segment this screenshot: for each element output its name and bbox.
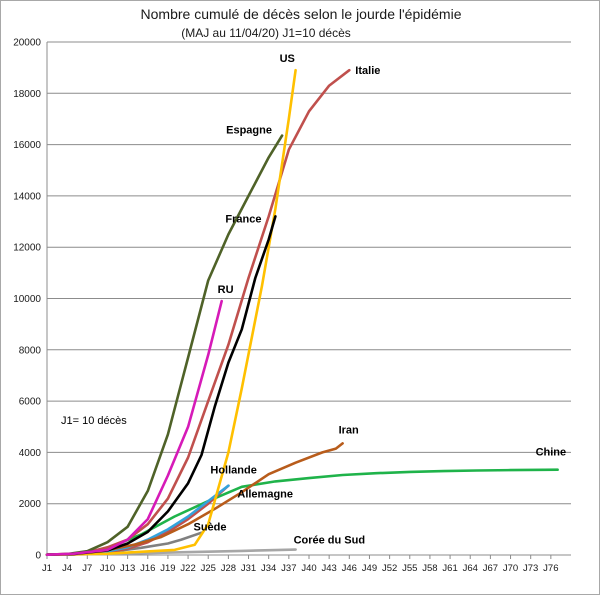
annotation-text: J1= 10 décès bbox=[61, 415, 127, 427]
x-tick-label: J70 bbox=[503, 563, 518, 574]
x-tick-label: J64 bbox=[463, 563, 478, 574]
chart-title: Nombre cumulé de décès selon le jourde l… bbox=[140, 6, 462, 22]
x-tick-label: J1 bbox=[42, 563, 52, 574]
x-tick-label: J73 bbox=[523, 563, 538, 574]
y-tick-label: 16000 bbox=[13, 140, 41, 151]
x-tick-label: J34 bbox=[261, 563, 276, 574]
series-label: Suède bbox=[194, 522, 227, 534]
y-tick-label: 0 bbox=[35, 551, 41, 562]
series-label: Italie bbox=[355, 65, 380, 77]
series-label: Chine bbox=[536, 447, 567, 459]
series-label: RU bbox=[218, 284, 234, 296]
x-tick-label: J13 bbox=[120, 563, 135, 574]
series-label: France bbox=[225, 213, 261, 225]
series-labels: Chine Corée du Sud Suède Allemagne Hollande I… bbox=[194, 53, 567, 546]
y-tick-label: 12000 bbox=[13, 243, 41, 254]
y-tick-label: 8000 bbox=[19, 345, 42, 356]
y-tick-label: 6000 bbox=[19, 397, 42, 408]
series-label: Iran bbox=[339, 424, 359, 436]
grid-lines bbox=[47, 41, 571, 556]
x-tick-label: J49 bbox=[362, 563, 377, 574]
series-label: Allemagne bbox=[237, 489, 293, 501]
x-tick-label: J58 bbox=[422, 563, 437, 574]
y-tick-label: 20000 bbox=[13, 38, 41, 49]
x-tick-label: J22 bbox=[180, 563, 195, 574]
x-tick-label: J67 bbox=[483, 563, 498, 574]
y-tick-label: 4000 bbox=[19, 448, 42, 459]
x-tick-label: J31 bbox=[241, 563, 256, 574]
x-tick-label: J16 bbox=[140, 563, 155, 574]
y-tick-label: 14000 bbox=[13, 191, 41, 202]
x-tick-label: J37 bbox=[281, 563, 296, 574]
x-tick-label: J76 bbox=[543, 563, 558, 574]
x-tick-label: J46 bbox=[342, 563, 357, 574]
series-label: US bbox=[280, 53, 295, 65]
chart-subtitle: (MAJ au 11/04/20) J1=10 décès bbox=[181, 26, 351, 40]
x-tick-label: J40 bbox=[301, 563, 316, 574]
x-tick-label: J28 bbox=[221, 563, 236, 574]
series-line-ru bbox=[45, 299, 223, 557]
x-tick-label: J10 bbox=[100, 563, 115, 574]
series-line-italie bbox=[45, 68, 351, 557]
x-tick-label: J7 bbox=[82, 563, 92, 574]
series-line-us bbox=[45, 68, 297, 557]
series-label: Corée du Sud bbox=[294, 535, 366, 547]
series-label: Espagne bbox=[226, 125, 272, 137]
axes: 0 2000 4000 6000 8000 10000 12000 14000 16000 180… bbox=[13, 38, 571, 574]
x-tick-label: J25 bbox=[201, 563, 216, 574]
y-tick-label: 2000 bbox=[19, 499, 42, 510]
x-tick-label: J19 bbox=[160, 563, 175, 574]
x-tick-label: J43 bbox=[321, 563, 336, 574]
x-tick-label: J52 bbox=[382, 563, 397, 574]
x-tick-label: J61 bbox=[442, 563, 457, 574]
y-tick-label: 18000 bbox=[13, 89, 41, 100]
x-tick-label: J4 bbox=[62, 563, 72, 574]
y-tick-label: 10000 bbox=[13, 294, 41, 305]
series-lines bbox=[45, 68, 559, 557]
series-label: Hollande bbox=[210, 465, 256, 477]
x-tick-label: J55 bbox=[402, 563, 417, 574]
